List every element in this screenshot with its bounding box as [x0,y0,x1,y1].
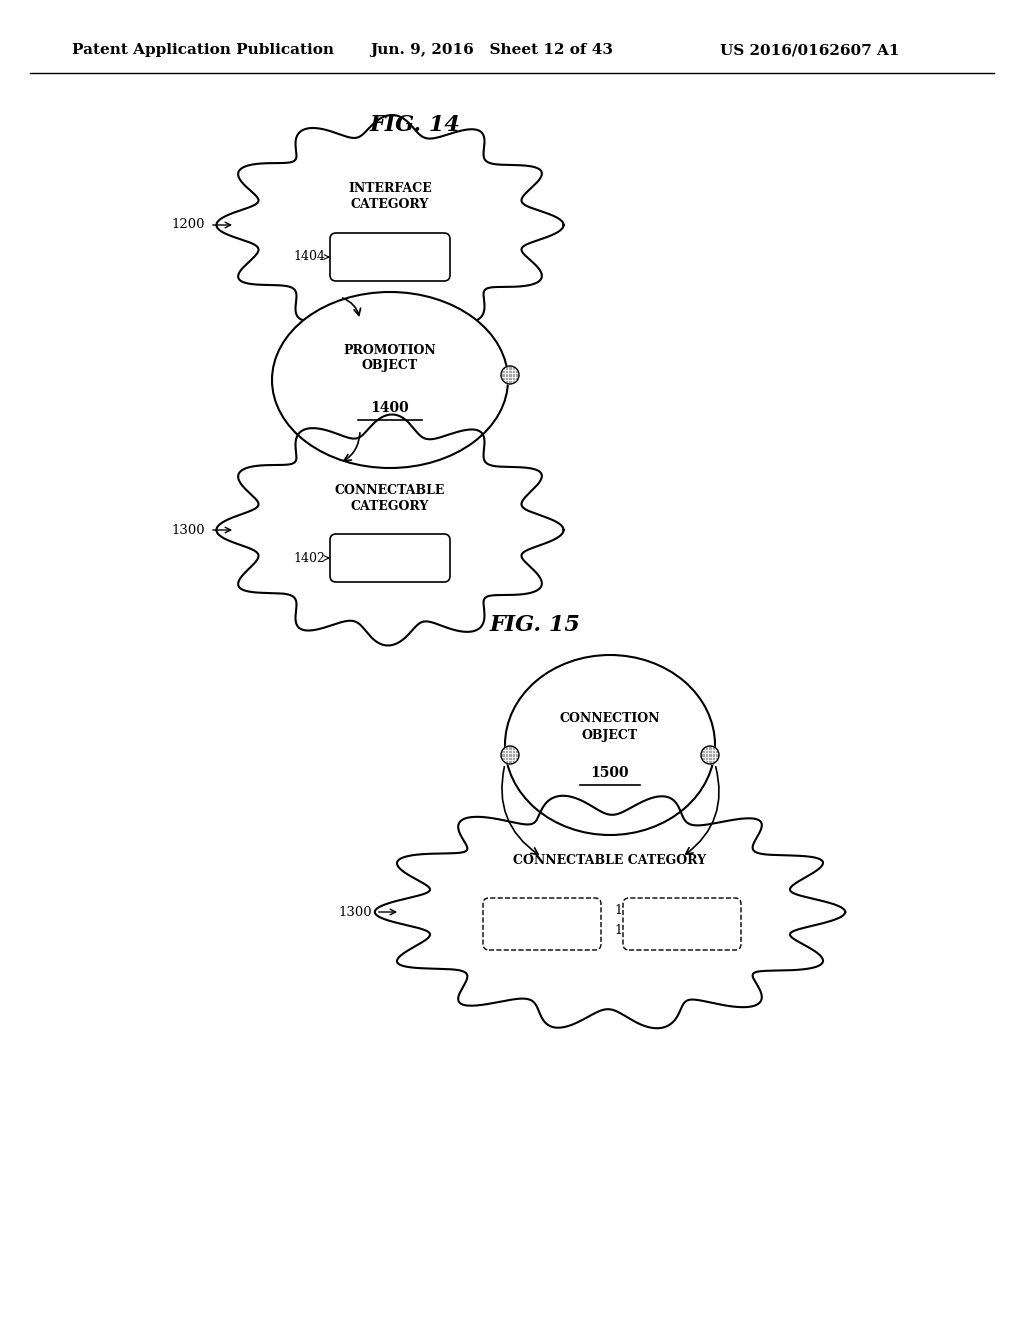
Text: PORT MASTER
OBJECT: PORT MASTER OBJECT [636,909,728,939]
Text: 1400: 1400 [371,401,410,414]
Text: 1502: 1502 [614,903,646,916]
Polygon shape [216,414,563,645]
Text: 1300: 1300 [338,906,372,919]
Text: CONNECTION
OBJECT: CONNECTION OBJECT [560,713,660,742]
Text: FIG. 14: FIG. 14 [370,114,461,136]
Text: PORT MASTER
OBJECT: PORT MASTER OBJECT [344,544,436,573]
FancyBboxPatch shape [330,234,450,281]
Text: US 2016/0162607 A1: US 2016/0162607 A1 [720,44,899,57]
Text: PORT MASTER
OBJECT: PORT MASTER OBJECT [344,243,436,272]
Ellipse shape [272,292,508,469]
Text: PROMOTION
OBJECT: PROMOTION OBJECT [344,343,436,372]
Text: Patent Application Publication: Patent Application Publication [72,44,334,57]
Text: CONNECTABLE
CATEGORY: CONNECTABLE CATEGORY [335,483,445,512]
Text: 1504: 1504 [614,924,646,936]
Circle shape [501,366,519,384]
Text: 1500: 1500 [591,766,630,780]
FancyBboxPatch shape [623,898,741,950]
Text: CONNECTABLE CATEGORY: CONNECTABLE CATEGORY [513,854,707,866]
FancyBboxPatch shape [330,535,450,582]
Polygon shape [216,115,563,335]
Text: 1402: 1402 [293,552,325,565]
Text: Jun. 9, 2016   Sheet 12 of 43: Jun. 9, 2016 Sheet 12 of 43 [370,44,613,57]
Circle shape [701,746,719,764]
Text: PORT MASTER
OBJECT: PORT MASTER OBJECT [496,909,588,939]
Text: INTERFACE
CATEGORY: INTERFACE CATEGORY [348,182,432,211]
Text: 1300: 1300 [171,524,205,536]
Ellipse shape [505,655,715,836]
Circle shape [501,746,519,764]
Text: FIG. 15: FIG. 15 [490,614,581,636]
Text: 1404: 1404 [293,251,325,264]
Text: 1200: 1200 [171,219,205,231]
FancyBboxPatch shape [483,898,601,950]
Polygon shape [375,796,845,1028]
